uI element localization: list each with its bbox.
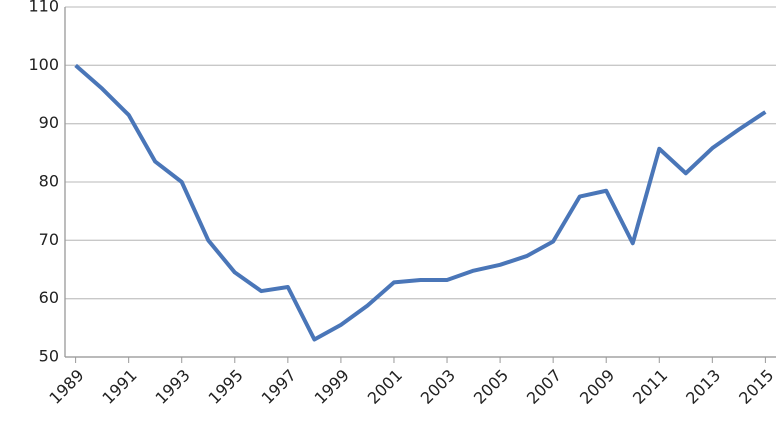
x-tick-label: 2011 (629, 366, 671, 408)
x-tick-label: 1991 (98, 366, 140, 408)
x-tick-label: 2009 (576, 366, 618, 408)
x-tick-label: 2003 (417, 366, 459, 408)
y-tick-label: 60 (39, 288, 59, 307)
y-tick-label: 100 (28, 55, 59, 74)
x-tick-label: 2013 (682, 366, 724, 408)
y-tick-label: 110 (28, 0, 59, 16)
y-tick-label: 80 (39, 172, 59, 191)
x-tick-label: 1993 (152, 366, 194, 408)
y-tick-label: 70 (39, 230, 59, 249)
x-tick-label: 2005 (470, 366, 512, 408)
x-tick-label: 1989 (45, 366, 87, 408)
x-tick-label: 1995 (205, 366, 247, 408)
y-tick-label: 50 (39, 347, 59, 366)
y-tick-label: 90 (39, 113, 59, 132)
x-tick-label: 1999 (311, 366, 353, 408)
x-tick-label: 2001 (364, 366, 406, 408)
data-line (74, 63, 767, 342)
x-tick-label: 1997 (258, 366, 300, 408)
x-tick-label: 2007 (523, 366, 565, 408)
x-tick-label: 2015 (735, 366, 777, 408)
